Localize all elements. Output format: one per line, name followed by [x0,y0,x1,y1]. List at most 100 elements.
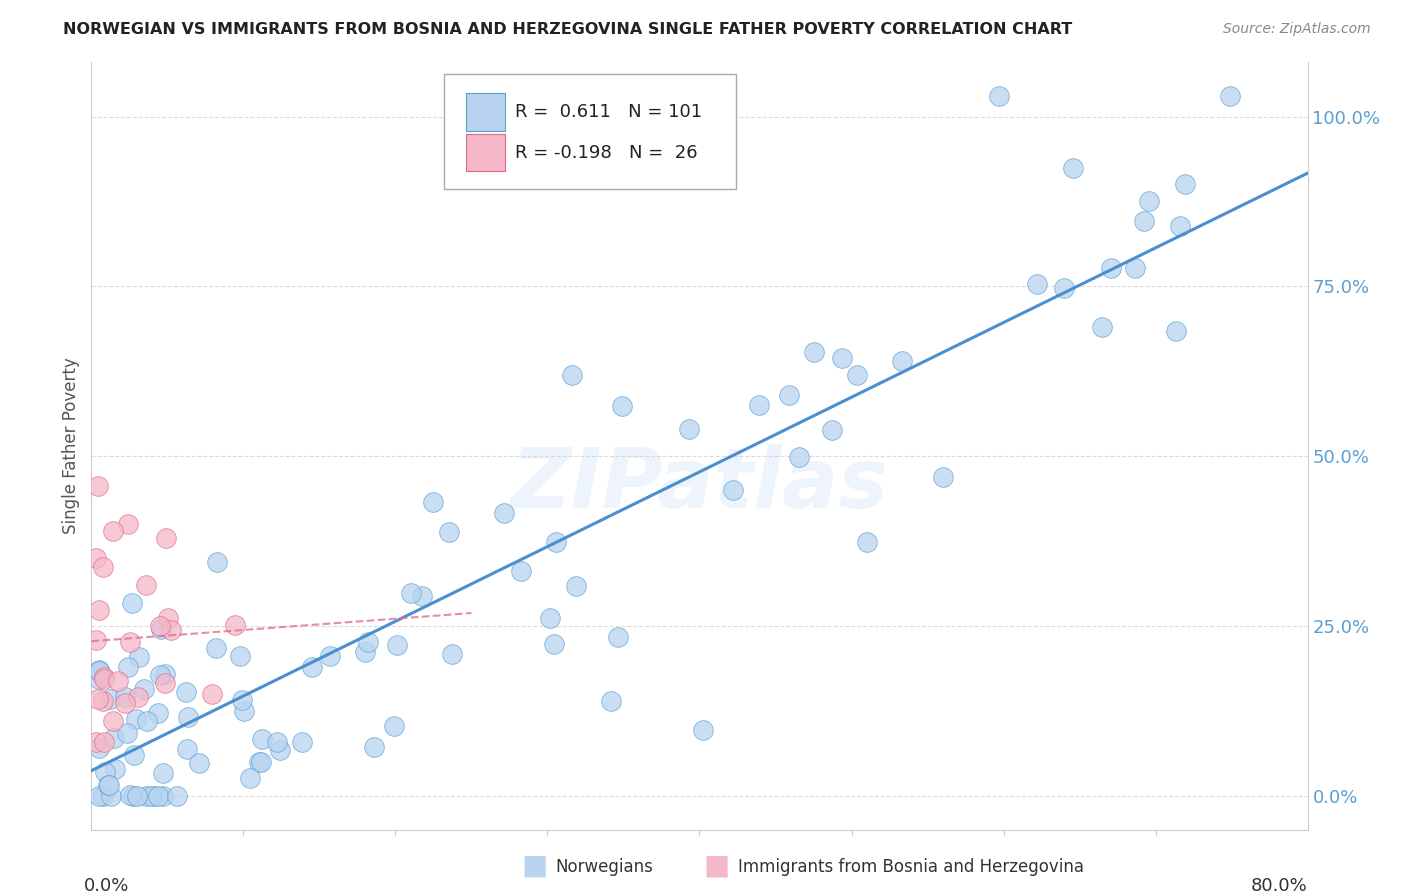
Point [748,398,770,412]
Point [89,673,111,687]
Point [176,710,198,724]
Point [188,756,211,770]
Point [538,611,561,625]
Text: 0.0%: 0.0% [84,877,129,892]
Point [93,672,115,686]
Point [135,789,157,803]
Point [139,789,162,803]
Point [134,682,156,697]
Point [354,645,377,659]
Point [103,731,125,745]
Point [159,623,181,637]
Text: ■: ■ [522,851,547,880]
Point [205,640,228,655]
Point [546,535,568,549]
Point [1164,324,1187,338]
Point [1137,194,1160,208]
Point [239,771,262,785]
Point [411,589,433,603]
Point [229,648,252,663]
Point [114,690,136,704]
Point [94,765,117,780]
Point [125,712,148,726]
Point [86,692,108,706]
Point [114,696,136,710]
Point [121,596,143,610]
Point [692,723,714,737]
Point [250,732,273,747]
Point [224,618,246,632]
Point [363,740,385,755]
Point [146,789,169,803]
Point [319,648,342,663]
Point [301,660,323,674]
Point [84,632,107,647]
Point [1053,281,1076,295]
Point [87,663,110,677]
Point [118,635,141,649]
Point [233,704,256,718]
Point [606,631,628,645]
Point [98,691,121,706]
Point [440,647,463,661]
Point [1062,161,1084,175]
Point [87,789,110,803]
Point [87,665,110,679]
FancyBboxPatch shape [465,134,505,171]
Point [91,694,114,708]
Text: R =  0.611   N = 101: R = 0.611 N = 101 [515,103,702,121]
Point [1123,260,1146,275]
Text: ■: ■ [704,851,730,880]
Point [155,531,177,545]
Point [1174,177,1197,191]
FancyBboxPatch shape [465,93,505,131]
Point [205,555,228,569]
Point [543,637,565,651]
Point [176,742,198,756]
Point [399,586,422,600]
Point [152,789,174,803]
Point [93,734,115,748]
Point [117,517,139,532]
Point [89,665,111,680]
Point [149,618,172,632]
Y-axis label: Single Father Poverty: Single Father Poverty [62,358,80,534]
Point [101,714,124,728]
Point [565,580,588,594]
Point [127,690,149,704]
Point [1219,89,1241,103]
Point [492,506,515,520]
Point [115,726,138,740]
Point [821,423,844,437]
Point [125,789,148,803]
Point [249,755,271,769]
Point [890,354,912,368]
Point [104,762,127,776]
Point [1090,320,1112,334]
Point [803,345,825,359]
Point [291,735,314,749]
Point [87,479,110,493]
Point [266,735,288,749]
Point [1099,260,1122,275]
Text: ZIPatlas: ZIPatlas [510,444,889,524]
Point [91,789,114,803]
Text: Immigrants from Bosnia and Herzegovina: Immigrants from Bosnia and Herzegovina [738,858,1084,876]
Point [149,668,172,682]
Point [678,422,700,436]
Point [152,766,174,780]
Point [128,649,150,664]
Point [107,673,129,688]
Point [93,670,115,684]
Point [269,743,291,757]
Point [422,495,444,509]
Point [988,89,1011,103]
Point [787,450,810,464]
Text: R = -0.198   N =  26: R = -0.198 N = 26 [515,144,697,162]
Point [103,524,125,538]
Point [231,693,253,707]
Text: Norwegians: Norwegians [555,858,654,876]
Point [122,789,145,803]
Text: Source: ZipAtlas.com: Source: ZipAtlas.com [1223,22,1371,37]
Point [831,351,853,365]
